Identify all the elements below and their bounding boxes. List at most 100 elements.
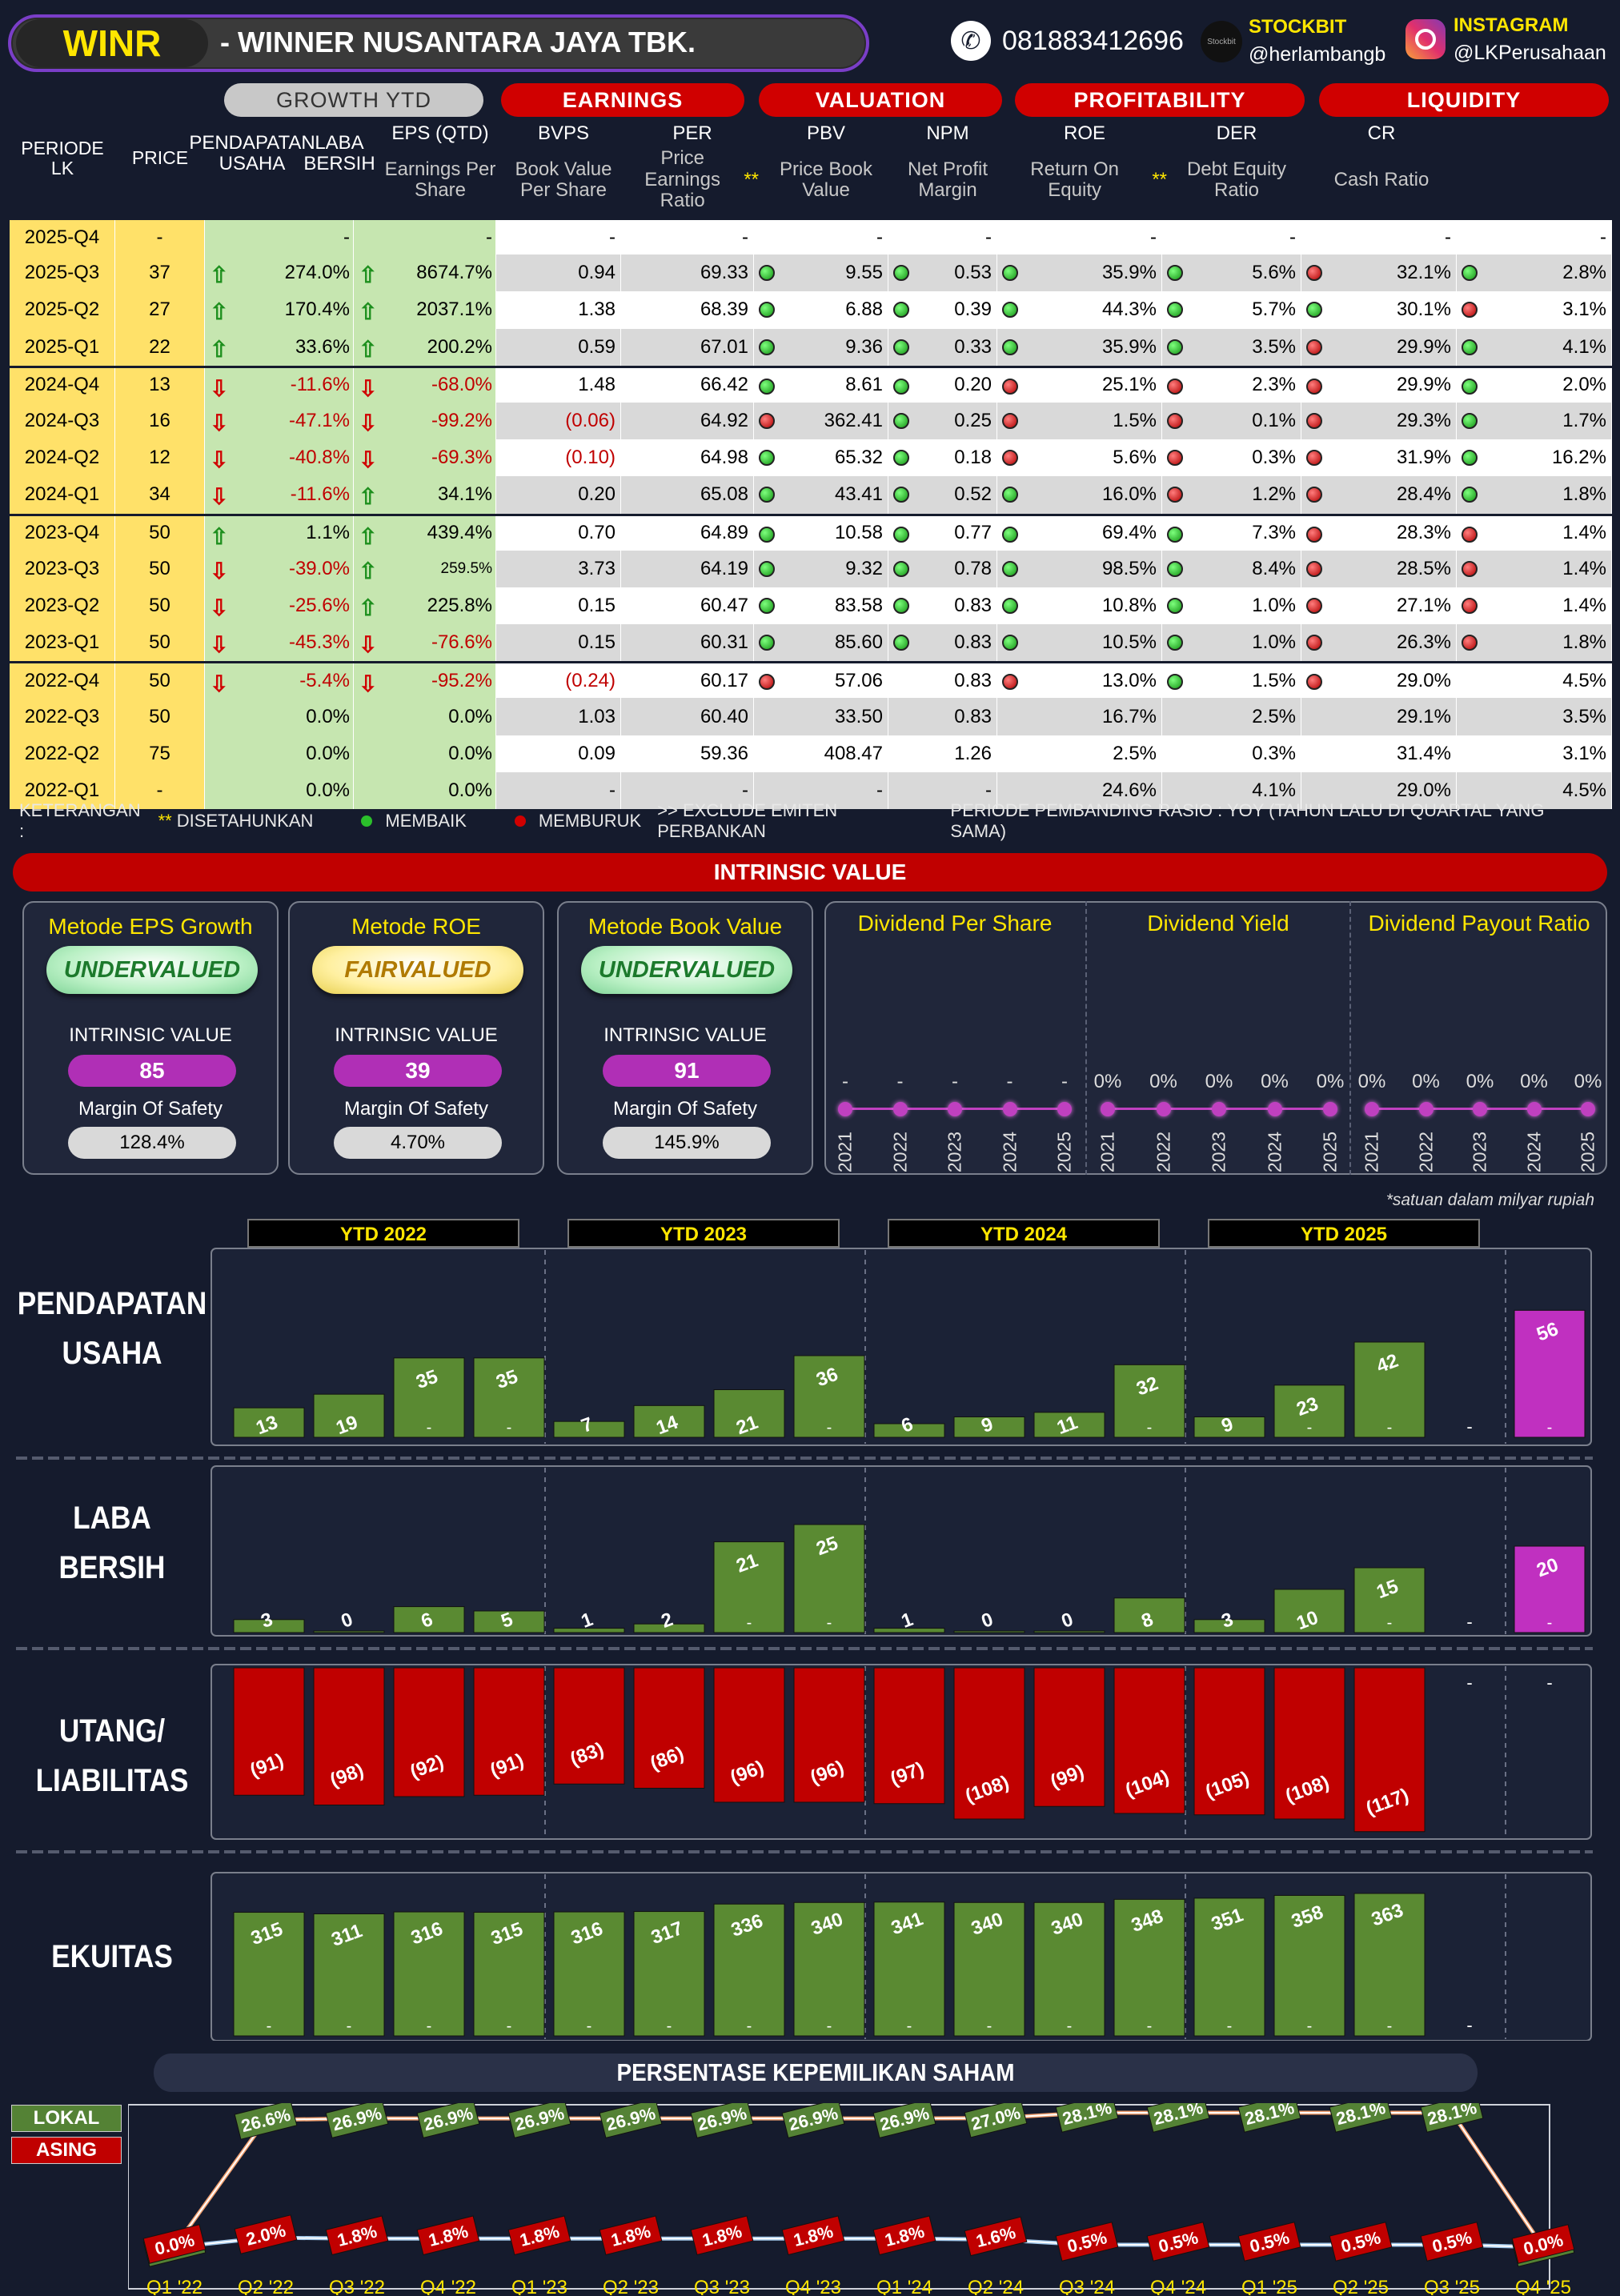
quarter-label: Q3 '25 (1424, 2277, 1480, 2295)
arrow-down-icon: ⇩ (359, 447, 378, 473)
bvps-cell-value: - (742, 226, 748, 248)
der-cell-value: 28.4% (1396, 483, 1451, 506)
roe-cell-value: 5.7% (1252, 299, 1296, 321)
red-status-icon (1306, 635, 1322, 651)
col-title-8: DER (1216, 122, 1257, 144)
arrow-up-icon: ⇧ (210, 299, 229, 325)
arrow-up-icon: ⇧ (359, 595, 378, 620)
profit-growth-cell: 0.0% (354, 735, 496, 772)
bar-dash: - (347, 2018, 352, 2035)
cr-cell-value: 1.8% (1562, 483, 1606, 506)
price-cell: - (115, 771, 205, 809)
table-legend: KETERANGAN : ** DISETAHUNKAN MEMBAIK MEM… (10, 800, 1612, 841)
roe-cell: 8.4% (1162, 550, 1301, 587)
pbv-cell: 0.25 (888, 402, 997, 440)
price-cell: 22 (115, 328, 205, 366)
value-bar (393, 1606, 465, 1633)
period-cell: 2023-Q2 (10, 587, 115, 625)
per-cell-value: 57.06 (834, 669, 883, 691)
per-cell: 10.58 (754, 515, 888, 551)
cr-cell-value: 1.4% (1562, 557, 1606, 579)
price-cell: 27 (115, 291, 205, 329)
per-cell-value: 33.50 (834, 705, 883, 727)
table-row: 2025-Q3 37 274.0% ⇧ 8674.7% ⇧ 0.94 69.33 9.55 0.5… (10, 254, 1612, 292)
bar-dash: - (1227, 2018, 1233, 2035)
dividend-year: 2022 (1415, 1131, 1436, 1173)
roe-cell: 0.3% (1162, 439, 1301, 477)
revenue-growth-cell: 274.0% ⇧ (205, 254, 354, 292)
roe-cell: 3.5% (1162, 328, 1301, 366)
der-cell-value: - (1445, 226, 1451, 248)
dividend-year: 2021 (834, 1131, 856, 1173)
der-cell: 28.3% (1301, 515, 1457, 551)
dividend-point (1581, 1102, 1595, 1116)
der-cell: 29.0% (1301, 663, 1457, 699)
period-cell: 2024-Q2 (10, 439, 115, 477)
dividend-value: 0% (1520, 1071, 1548, 1092)
profit-growth-cell-value: 34.1% (437, 483, 492, 506)
cr-cell: 1.8% (1457, 624, 1612, 662)
price-cell: 37 (115, 254, 205, 292)
quarter-label: Q1 '22 (146, 2277, 202, 2295)
roe-cell-value: - (1289, 226, 1296, 248)
npm-cell: - (997, 220, 1162, 255)
der-cell: 31.9% (1301, 439, 1457, 477)
period-cell: 2022-Q3 (10, 698, 115, 735)
roe-cell: 0.3% (1162, 735, 1301, 772)
npm-cell-value: 16.7% (1101, 705, 1157, 727)
roe-cell: 5.7% (1162, 291, 1301, 329)
value-bar (1273, 1667, 1345, 1820)
eps-cell: 3.73 (496, 550, 621, 587)
npm-cell-value: 98.5% (1101, 557, 1157, 579)
der-cell-value: 29.9% (1396, 374, 1451, 396)
der-cell: 29.0% (1301, 771, 1457, 809)
period-cell-value: 2025-Q3 (24, 262, 100, 284)
period-cell-value: 2025-Q1 (24, 335, 100, 358)
pbv-cell: 0.33 (888, 328, 997, 366)
col-sub-3: Book Value Per Share (501, 152, 626, 208)
green-status-icon (893, 635, 909, 651)
table-row: 2022-Q2 75 0.0% 0.0% 0.09 59.36 408.47 1.26 2.5%… (10, 735, 1612, 772)
period-cell: 2022-Q1 (10, 771, 115, 809)
eps-cell: 0.15 (496, 587, 621, 625)
anlz-bar (1514, 1545, 1586, 1633)
panel-title-line: USAHA (62, 1335, 162, 1371)
green-status-icon (759, 339, 775, 355)
revenue-growth-cell-value: 1.1% (306, 522, 350, 544)
value-bar (553, 1911, 625, 2037)
value-bar (713, 1903, 785, 2037)
value-bar (1273, 1589, 1345, 1633)
ownership-point (690, 2103, 754, 2139)
bvps-cell: 60.31 (621, 624, 754, 662)
der-cell-value: 28.3% (1396, 522, 1451, 544)
pbv-cell-value: 0.83 (954, 631, 992, 654)
mos-value: 4.70% (334, 1127, 502, 1159)
green-status-icon (1167, 526, 1183, 543)
green-status-icon (759, 635, 775, 651)
anlz-bar (1514, 1309, 1586, 1438)
arrow-down-icon: ⇩ (210, 447, 229, 473)
roe-cell-value: 3.5% (1252, 335, 1296, 358)
col-sub-text: Net Profit Margin (907, 158, 988, 201)
price-cell-value: 50 (149, 557, 170, 579)
quarter-label: Q1 '24 (876, 2277, 932, 2295)
panel-title-line: UTANG/ (59, 1713, 166, 1749)
bar-dash: - (1147, 2018, 1153, 2035)
value-bar (473, 1912, 545, 2037)
price-cell: 50 (115, 515, 205, 551)
intrinsic-card: Metode Book Value UNDERVALUED INTRINSIC VA… (557, 901, 813, 1175)
price-cell-value: 13 (149, 374, 170, 396)
table-row: 2024-Q4 13 -11.6% ⇩ -68.0% ⇩ 1.48 66.42 8.61 0.20… (10, 365, 1612, 403)
quarter-label: Q2 '25 (1333, 2277, 1389, 2295)
dividend-year: 2023 (1469, 1131, 1490, 1173)
green-status-icon (759, 526, 775, 543)
dividend-value: 0% (1466, 1071, 1494, 1092)
col-sub-text: Return On Equity (1030, 158, 1120, 201)
npm-cell: 35.9% (997, 328, 1162, 366)
price-cell-value: 50 (149, 631, 170, 654)
value-bar (1193, 1619, 1265, 1633)
der-cell-value: 32.1% (1396, 262, 1451, 284)
cr-cell: 3.1% (1457, 291, 1612, 329)
green-status-icon (1167, 635, 1183, 651)
green-status-icon (1002, 597, 1018, 614)
